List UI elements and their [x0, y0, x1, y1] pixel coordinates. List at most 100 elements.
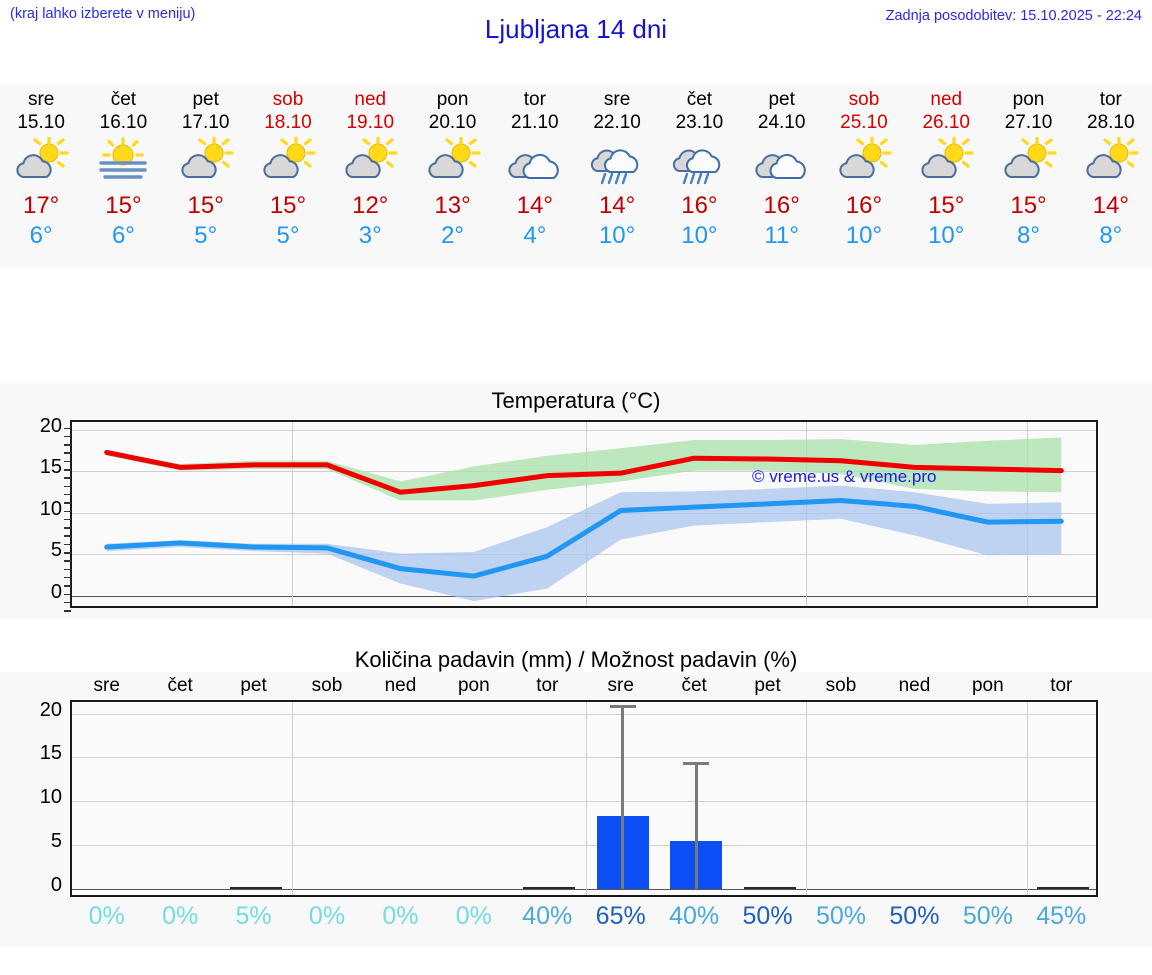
day-column[interactable]: sob 18.10 15° 5°	[247, 84, 329, 268]
day-column[interactable]: čet 16.10 15° 6°	[82, 84, 164, 268]
partly-cloudy-icon	[174, 134, 238, 185]
day-date: 26.10	[922, 112, 970, 133]
daily-forecast-strip: sre 15.10 17° 6° čet 16.10 15° 6° pet 17.10 15° 5° s…	[0, 84, 1152, 268]
day-max-temp: 16°	[763, 192, 800, 219]
temperature-axis-tick	[64, 610, 71, 612]
temperature-y-tick-label: 0	[50, 580, 62, 603]
day-column[interactable]: pet 17.10 15° 5°	[165, 84, 247, 268]
precipitation-y-tick-label: 20	[39, 698, 62, 721]
day-date: 18.10	[264, 112, 312, 133]
precipitation-probability-label: 0%	[382, 902, 419, 930]
temperature-y-tick-label: 10	[39, 497, 62, 520]
last-update-label: Zadnja posodobitev: 15.10.2025 - 22:24	[885, 8, 1142, 24]
precipitation-bar[interactable]	[523, 886, 576, 889]
day-min-temp: 5°	[194, 222, 218, 249]
day-date: 20.10	[428, 112, 477, 133]
precipitation-error-cap	[683, 761, 710, 765]
temperature-axis-tick	[64, 593, 71, 595]
day-max-temp: 16°	[681, 192, 718, 219]
temperature-y-tick-label: 20	[39, 414, 62, 437]
temperature-axis-tick	[64, 543, 71, 546]
precipitation-day-label: sob	[825, 675, 857, 696]
day-max-temp: 15°	[1010, 192, 1047, 219]
day-min-temp: 6°	[29, 222, 53, 249]
day-name: pet	[192, 89, 219, 110]
day-name: sre	[603, 89, 631, 110]
day-date: 16.10	[99, 112, 148, 133]
day-column[interactable]: tor 28.10 14° 8°	[1070, 84, 1152, 268]
day-date: 27.10	[1004, 112, 1053, 133]
day-min-temp: 10°	[681, 222, 718, 249]
partly-cloudy-icon	[421, 134, 485, 185]
location-menu-note[interactable]: (kraj lahko izberete v meniju)	[10, 6, 196, 22]
temperature-axis-tick	[64, 601, 71, 604]
day-min-temp: 8°	[1099, 222, 1123, 249]
day-column[interactable]: pon 20.10 13° 2°	[411, 84, 493, 268]
precipitation-bar[interactable]	[229, 886, 282, 889]
precipitation-day-label: sre	[607, 675, 634, 696]
day-column[interactable]: tor 21.10 14° 4°	[494, 84, 576, 268]
precipitation-probability-label: 0%	[162, 902, 199, 930]
precipitation-chart-title: Količina padavin (mm) / Možnost padavin …	[354, 647, 798, 672]
day-max-temp: 15°	[928, 192, 965, 219]
temperature-axis-tick	[64, 518, 71, 521]
temperature-axis-tick	[64, 576, 71, 579]
day-min-temp: 10°	[598, 222, 636, 249]
cloudy-icon	[503, 137, 567, 185]
partly-cloudy-icon	[256, 134, 320, 185]
precipitation-vertical-gridline	[806, 702, 808, 895]
day-max-temp: 12°	[352, 192, 389, 219]
precipitation-probability-label: 0%	[88, 902, 125, 930]
day-max-temp: 16°	[845, 192, 883, 219]
day-name: čet	[686, 89, 713, 110]
cloudy-icon	[750, 137, 814, 185]
temperature-axis-tick	[64, 502, 71, 504]
temperature-chart-title: Temperatura (°C)	[491, 388, 661, 413]
temperature-axis-tick	[64, 585, 71, 587]
temperature-y-tick-label: 15	[39, 456, 62, 478]
day-min-temp: 4°	[523, 222, 547, 249]
day-name: tor	[523, 89, 546, 110]
day-date: 23.10	[675, 112, 724, 133]
precipitation-probability-label: 50%	[889, 902, 940, 930]
day-name: pon	[436, 89, 469, 110]
precipitation-gridline	[72, 757, 1096, 759]
day-column[interactable]: čet 23.10 16° 10°	[658, 84, 740, 268]
temperature-axis-tick	[64, 535, 71, 537]
temperature-axis-tick	[64, 460, 71, 463]
partly-cloudy-icon	[914, 134, 978, 185]
day-column[interactable]: sre 22.10 14° 10°	[576, 84, 658, 268]
precipitation-gridline	[72, 801, 1096, 802]
day-date: 28.10	[1087, 112, 1135, 133]
precipitation-bar[interactable]	[743, 886, 796, 889]
precipitation-day-label: ned	[384, 675, 417, 696]
precipitation-day-label: pet	[240, 675, 267, 696]
temperature-gridline	[72, 429, 1096, 431]
precipitation-day-label: tor	[1050, 675, 1073, 696]
precipitation-gridline	[72, 844, 1096, 846]
precipitation-bar[interactable]	[1037, 886, 1090, 889]
day-column[interactable]: sre 15.10 17° 6°	[0, 84, 82, 268]
day-column[interactable]: ned 19.10 12° 3°	[329, 84, 411, 268]
day-max-temp: 15°	[187, 192, 224, 219]
day-min-temp: 2°	[441, 222, 465, 249]
temperature-axis-tick	[64, 444, 71, 446]
day-column[interactable]: pon 27.10 15° 8°	[987, 84, 1069, 268]
temperature-axis-tick	[64, 485, 71, 488]
day-column[interactable]: sob 25.10 16° 10°	[823, 84, 905, 268]
precipitation-day-label: ned	[898, 675, 931, 696]
precipitation-probability-label: 65%	[595, 902, 646, 930]
fog-sun-icon	[91, 137, 155, 185]
day-column[interactable]: pet 24.10 16° 11°	[741, 84, 823, 268]
partly-cloudy-icon	[338, 134, 402, 185]
precipitation-day-label: pon	[971, 675, 1004, 696]
day-max-temp: 14°	[516, 192, 553, 219]
day-min-temp: 6°	[111, 222, 135, 249]
day-name: sre	[27, 89, 55, 110]
precipitation-error-cap	[609, 704, 636, 708]
page-title: Ljubljana 14 dni	[484, 14, 668, 44]
day-column[interactable]: ned 26.10 15° 10°	[905, 84, 987, 268]
temperature-axis-tick	[64, 510, 71, 512]
rain-icon	[585, 137, 649, 185]
precipitation-probability-label: 50%	[742, 902, 793, 930]
